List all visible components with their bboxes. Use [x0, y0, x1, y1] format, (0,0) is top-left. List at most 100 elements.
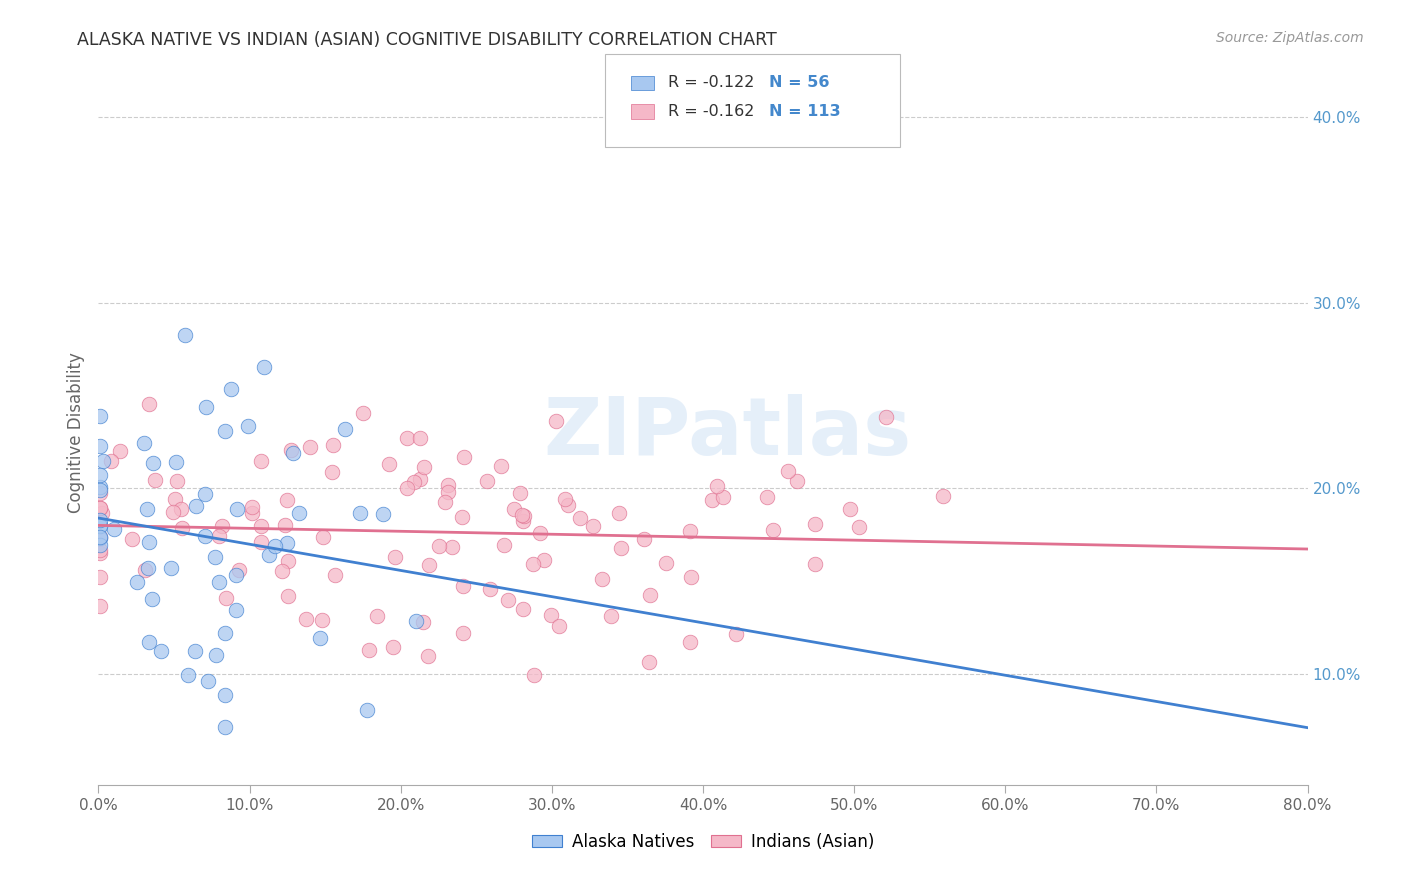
Point [405, 614, 427, 628]
Point [523, 668, 546, 682]
Point [323, 568, 346, 582]
Point [276, 492, 298, 507]
Point [706, 479, 728, 493]
Point [91, 454, 114, 468]
Point [436, 478, 458, 492]
Point [491, 459, 513, 474]
Point [184, 644, 207, 658]
Point [349, 506, 371, 520]
Point [529, 526, 551, 541]
Point [568, 510, 591, 524]
Point [509, 485, 531, 500]
Point [848, 520, 870, 534]
Point [679, 635, 702, 649]
Point [89, 542, 111, 557]
Point [502, 502, 524, 516]
Point [382, 640, 405, 654]
Point [250, 535, 273, 549]
Point [412, 615, 434, 630]
Point [633, 533, 655, 547]
Point [149, 644, 172, 658]
Point [177, 668, 200, 682]
Point [309, 631, 332, 645]
Point [359, 642, 381, 657]
Point [277, 554, 299, 568]
Point [208, 574, 231, 589]
Point [333, 422, 356, 436]
Point [546, 415, 568, 429]
Point [89, 570, 111, 584]
Point [409, 431, 432, 445]
Point [240, 506, 263, 520]
Point [215, 591, 238, 605]
Point [395, 481, 418, 495]
Point [89, 531, 111, 545]
Point [253, 359, 276, 374]
Point [427, 539, 450, 553]
Point [225, 567, 247, 582]
Point [581, 518, 603, 533]
Point [160, 561, 183, 575]
Point [494, 538, 516, 552]
Point [194, 528, 217, 542]
Text: N = 56: N = 56 [769, 76, 830, 90]
Point [638, 588, 661, 602]
Point [91, 506, 114, 520]
Point [197, 673, 219, 688]
Point [321, 465, 343, 479]
Point [89, 517, 111, 532]
Point [776, 464, 799, 478]
Point [89, 500, 111, 515]
Point [162, 505, 184, 519]
Point [311, 613, 333, 627]
Point [607, 506, 630, 520]
Point [138, 635, 160, 649]
Point [207, 529, 229, 543]
Point [496, 593, 519, 607]
Text: R = -0.162: R = -0.162 [668, 104, 754, 119]
Point [591, 572, 613, 586]
Point [434, 495, 457, 509]
Point [271, 564, 294, 578]
Point [226, 502, 249, 516]
Point [134, 563, 156, 577]
Point [724, 627, 747, 641]
Point [89, 480, 111, 494]
Point [250, 453, 273, 467]
Text: N = 113: N = 113 [769, 104, 841, 119]
Point [184, 499, 207, 513]
Point [755, 490, 778, 504]
Point [89, 538, 111, 552]
Point [89, 468, 111, 483]
Point [89, 518, 111, 533]
Point [299, 441, 322, 455]
Point [89, 486, 111, 500]
Point [141, 591, 163, 606]
Point [512, 602, 534, 616]
Point [373, 507, 395, 521]
Point [89, 513, 111, 527]
Point [89, 599, 111, 614]
Text: R = -0.122: R = -0.122 [668, 76, 754, 90]
Point [132, 435, 155, 450]
Point [638, 655, 661, 669]
Point [277, 589, 299, 603]
Point [165, 492, 187, 507]
Point [377, 457, 399, 471]
Point [352, 405, 374, 419]
Point [136, 561, 159, 575]
Point [711, 490, 734, 504]
Point [312, 530, 335, 544]
Point [451, 509, 474, 524]
Point [165, 455, 187, 469]
Point [89, 546, 111, 560]
Point [250, 518, 273, 533]
Point [219, 382, 242, 396]
Point [214, 688, 236, 702]
Point [540, 608, 562, 623]
Point [170, 501, 193, 516]
Point [413, 460, 436, 475]
Point [513, 509, 536, 524]
Point [533, 553, 555, 567]
Point [127, 574, 149, 589]
